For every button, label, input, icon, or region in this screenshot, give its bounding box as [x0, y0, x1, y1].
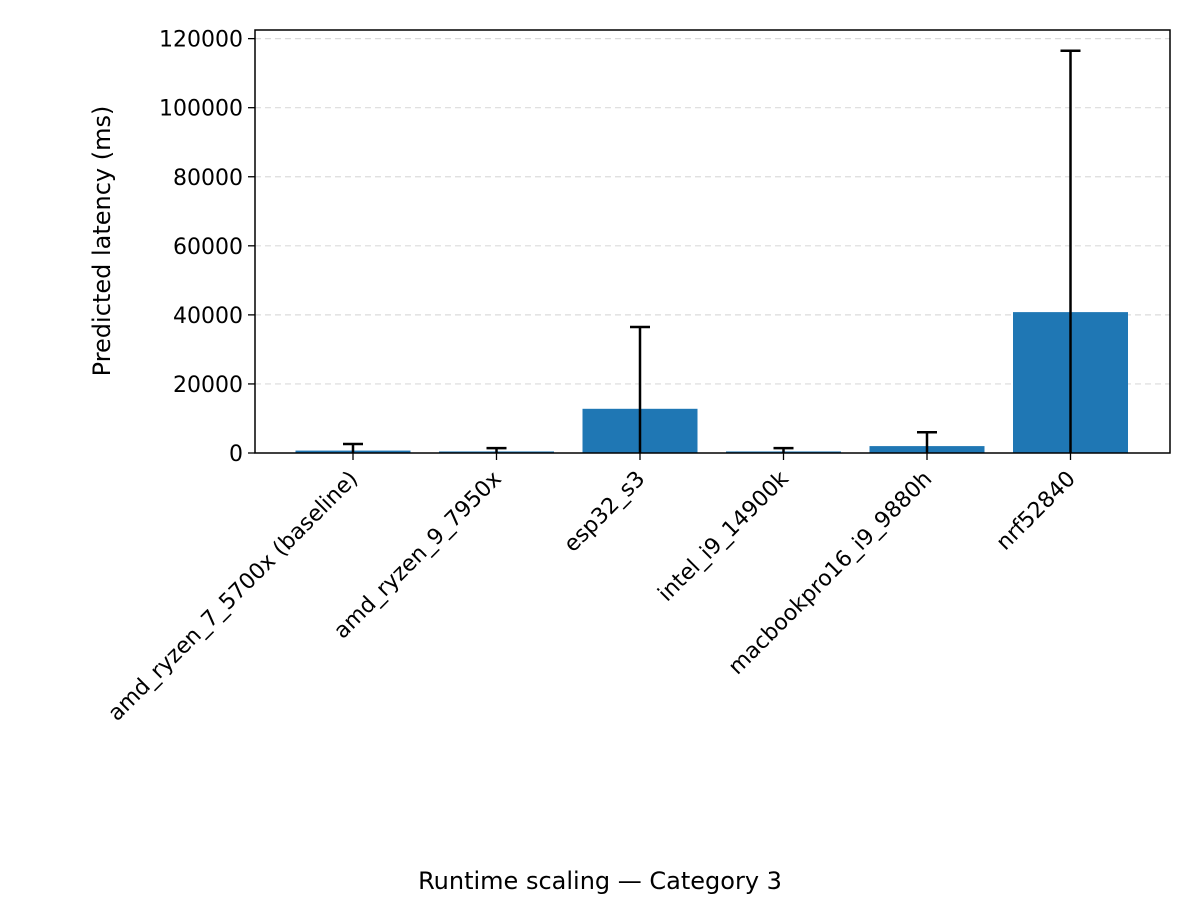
- y-axis-ticks: 0 20000 40000 60000 80000 100000 120000: [159, 28, 255, 467]
- y-tick-label: 120000: [159, 28, 243, 53]
- bars: [295, 312, 1128, 453]
- x-tick-label: nrf52840: [992, 467, 1081, 556]
- x-tick-label: esp32_s3: [559, 467, 650, 558]
- chart-title: Runtime scaling — Category 3: [418, 867, 782, 895]
- y-tick-label: 100000: [159, 97, 243, 122]
- plot-frame: [254, 29, 1171, 454]
- y-tick-label: 80000: [173, 166, 243, 191]
- x-tick-label: amd_ryzen_7_5700x (baseline): [104, 467, 364, 727]
- error-bars: [343, 49, 1081, 453]
- x-tick-label: intel_i9_14900k: [654, 466, 794, 606]
- y-tick-label: 60000: [173, 235, 243, 260]
- y-tick-label: 40000: [173, 304, 243, 329]
- y-axis-label: Predicted latency (ms): [88, 106, 116, 377]
- y-tick-label: 20000: [173, 373, 243, 398]
- x-axis-ticks: amd_ryzen_7_5700x (baseline)amd_ryzen_9_…: [104, 453, 1081, 726]
- y-tick-label: 0: [229, 442, 243, 467]
- x-tick-label: amd_ryzen_9_7950x: [329, 467, 506, 644]
